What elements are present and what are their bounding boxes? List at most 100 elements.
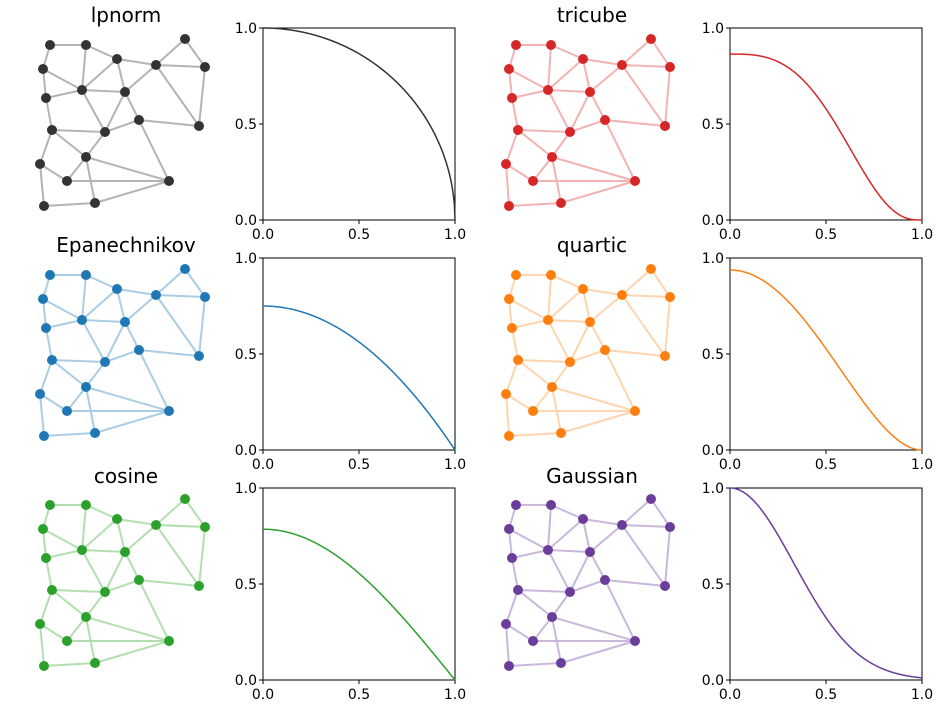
- graph-panel: [35, 494, 210, 671]
- graph-node: [507, 93, 517, 103]
- graph-edge: [569, 321, 591, 363]
- graph-edge: [198, 526, 206, 587]
- graph-node: [47, 125, 57, 135]
- graph-edge: [81, 319, 106, 363]
- graph-edge: [547, 58, 584, 91]
- graph-node: [200, 292, 210, 302]
- graph-edge: [155, 498, 186, 526]
- graph-node: [39, 201, 49, 211]
- graph-node: [546, 500, 556, 510]
- graph-edge: [547, 549, 591, 553]
- graph-node: [513, 585, 523, 595]
- x-tick-label: 0.5: [348, 227, 370, 243]
- kernel-curve: [262, 528, 456, 681]
- graph-edge: [560, 180, 636, 204]
- graph-edge: [589, 294, 623, 323]
- graph-edge: [81, 89, 126, 93]
- graph-node: [543, 85, 553, 95]
- y-tick-label: 1.0: [702, 21, 724, 37]
- graph-node: [100, 587, 110, 597]
- plot-frame: [262, 257, 456, 451]
- graph-node: [112, 514, 122, 524]
- graph-node: [81, 382, 91, 392]
- graph-edge: [582, 518, 591, 553]
- graph-edge: [39, 129, 53, 165]
- graph-node: [511, 40, 521, 50]
- graph-edge: [124, 91, 140, 121]
- graph-edge: [664, 66, 671, 127]
- graph-edge: [511, 97, 519, 131]
- graph-edge: [517, 129, 553, 158]
- graph-edge: [551, 131, 571, 158]
- graph-node: [507, 553, 517, 563]
- graph-edge: [664, 296, 671, 357]
- graph-node: [513, 125, 523, 135]
- graph-node: [665, 522, 675, 532]
- graph-node: [45, 270, 55, 280]
- graph-edge: [85, 616, 170, 642]
- graph-edge: [517, 359, 553, 388]
- graph-edge: [155, 294, 206, 298]
- graph-node: [507, 323, 517, 333]
- y-tick-label: 1.0: [702, 251, 724, 267]
- graph-edge: [155, 64, 206, 68]
- x-tick-label: 1.0: [444, 457, 466, 473]
- graph-edge: [547, 518, 584, 551]
- graph-node: [180, 34, 190, 44]
- graph-edge: [550, 44, 584, 60]
- kernel-plot: 0.0 0.5 1.0 0.0 0.5 1.0: [702, 21, 933, 243]
- graph-edge: [604, 579, 666, 587]
- graph-edge: [81, 44, 87, 91]
- graph-edge: [184, 268, 206, 298]
- graph-edge: [81, 319, 126, 323]
- plot-frame: [262, 487, 456, 681]
- graph-edge: [621, 38, 652, 66]
- graph-node: [120, 317, 130, 327]
- chart-title: quartic: [557, 233, 627, 257]
- graph-edge: [569, 349, 606, 363]
- graph-node: [35, 159, 45, 169]
- graph-edge: [124, 551, 140, 581]
- graph-edge: [51, 589, 106, 593]
- kernel-curve: [730, 53, 922, 221]
- graph-edge: [508, 298, 549, 321]
- graph-edge: [589, 551, 606, 581]
- graph-edge: [51, 359, 106, 363]
- graph-edge: [45, 89, 83, 99]
- kernel-curve: [730, 269, 923, 451]
- plot-frame: [729, 487, 923, 681]
- graph-edge: [138, 579, 200, 587]
- y-tick-label: 1.0: [235, 21, 257, 37]
- graph-edge: [589, 64, 623, 93]
- graph-node: [41, 93, 51, 103]
- graph-edge: [116, 58, 126, 93]
- graph-edge: [39, 393, 45, 437]
- graph-edge: [94, 180, 170, 204]
- graph-node: [164, 636, 174, 646]
- graph-edge: [43, 662, 96, 667]
- chart-title: lpnorm: [91, 3, 162, 27]
- graph-node: [646, 34, 656, 44]
- graph-edge: [505, 163, 510, 207]
- kernel-curve: [263, 305, 456, 451]
- graph-node: [547, 152, 557, 162]
- graph-node: [39, 661, 49, 671]
- graph-node: [528, 406, 538, 416]
- graph-edge: [582, 518, 623, 526]
- y-tick-label: 0.5: [702, 117, 724, 133]
- y-tick-label: 0.0: [235, 673, 257, 689]
- graph-edge: [85, 131, 106, 158]
- y-tick-label: 0.0: [235, 443, 257, 459]
- graph-node: [556, 198, 566, 208]
- graph-edge: [85, 44, 118, 60]
- graph-edge: [582, 58, 623, 66]
- graph-edge: [155, 64, 200, 127]
- graph-edge: [505, 623, 534, 642]
- graph-node: [90, 198, 100, 208]
- graph-edge: [551, 361, 571, 388]
- graph-edge: [550, 504, 584, 520]
- graph-edge: [39, 393, 68, 412]
- graph-edge: [81, 58, 118, 91]
- graph-edge: [104, 349, 140, 363]
